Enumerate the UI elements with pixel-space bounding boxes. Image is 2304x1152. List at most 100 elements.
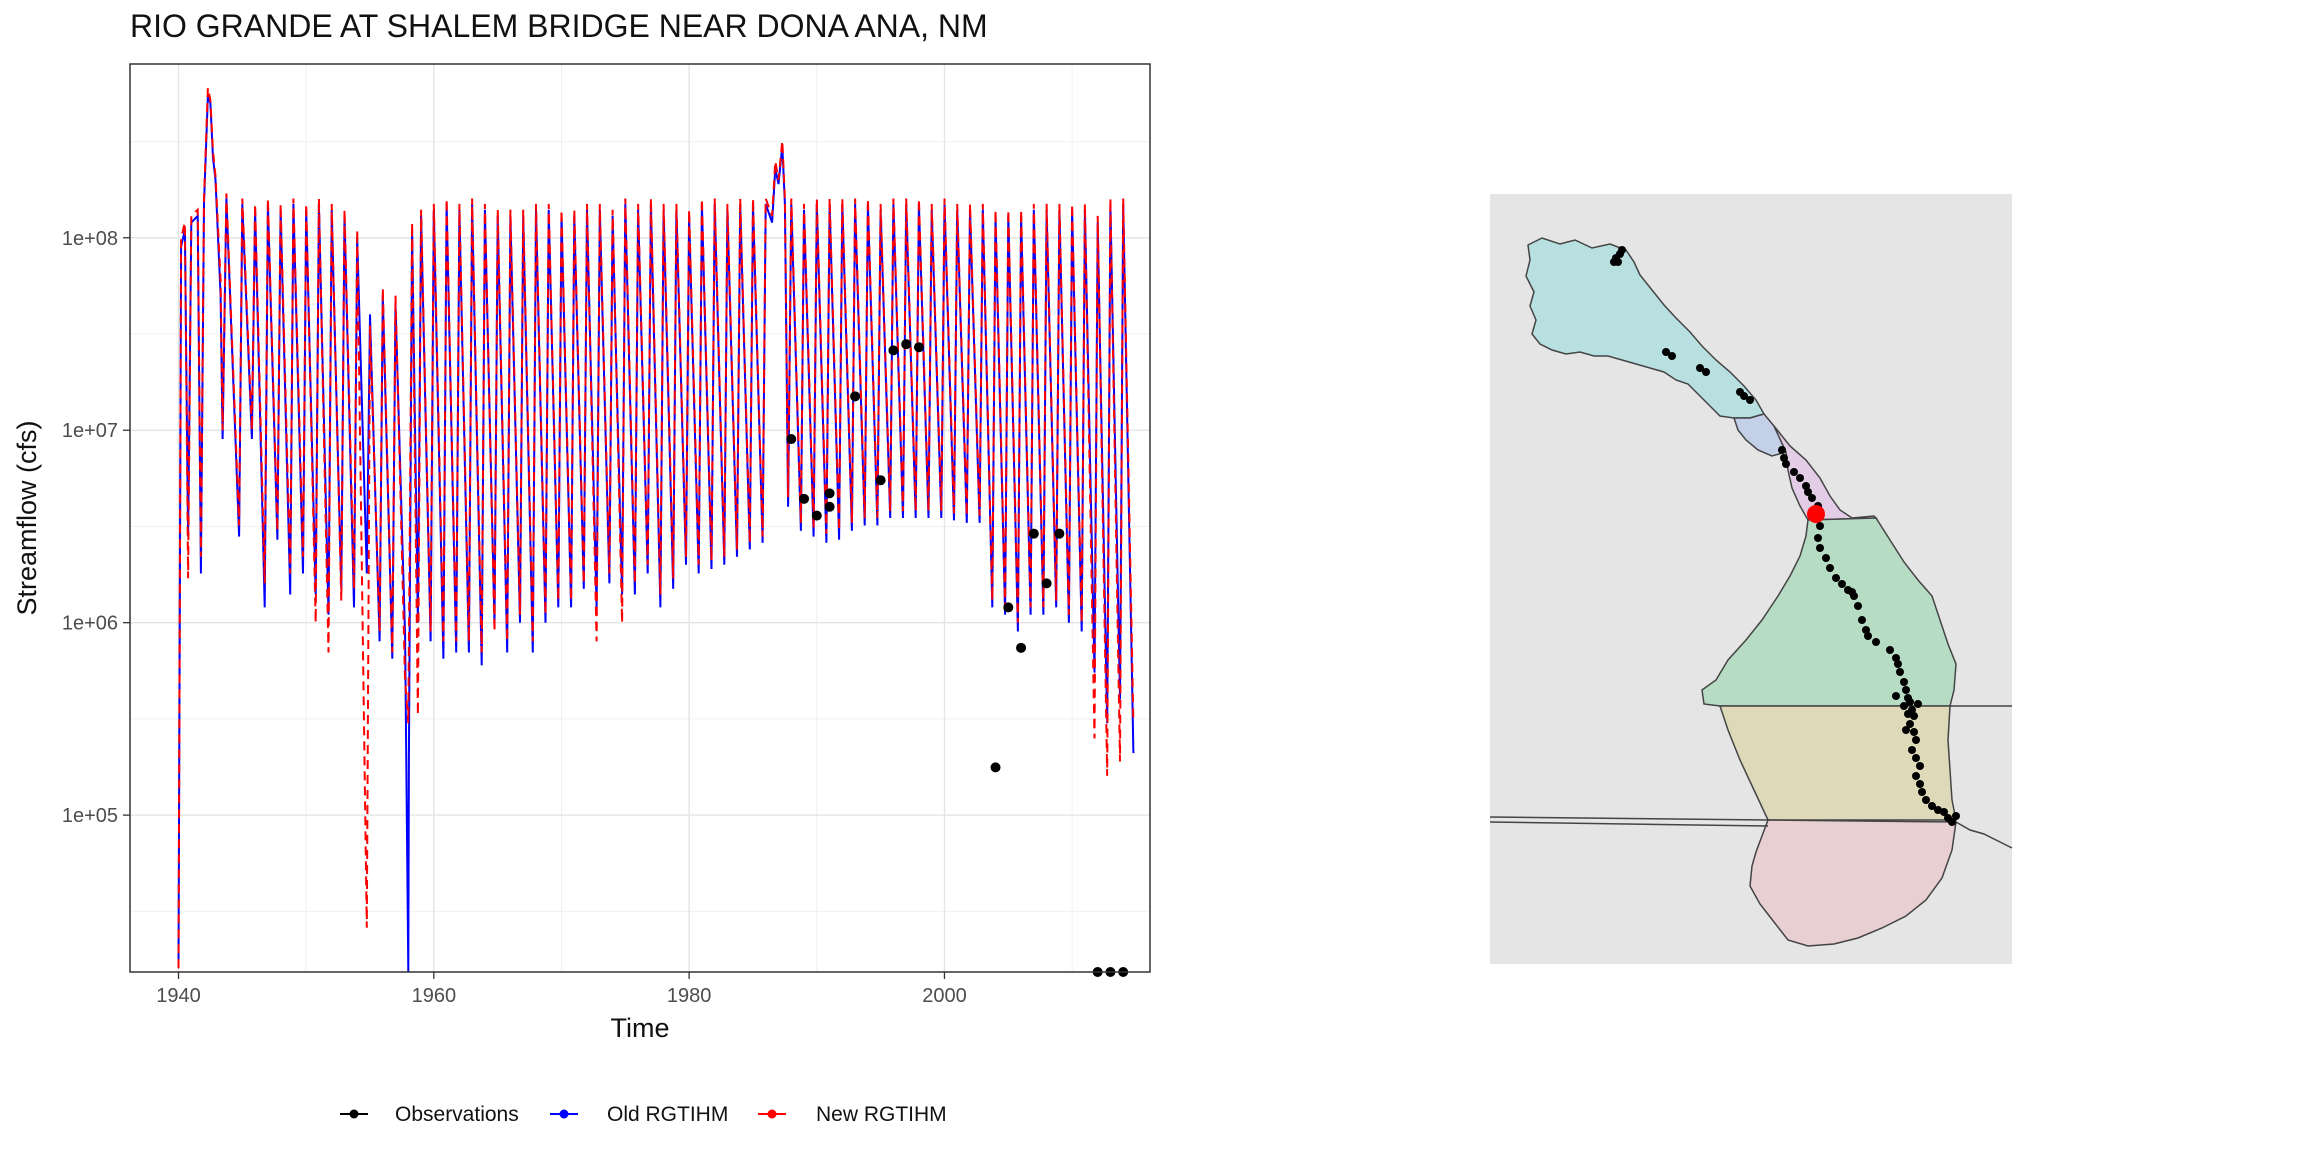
legend-item-new-rgtihm: New RGTIHM <box>758 1103 947 1126</box>
map-site-point <box>1832 574 1840 582</box>
observation-point <box>875 475 886 486</box>
map-site-point <box>1662 348 1670 356</box>
map-site-point <box>1668 352 1676 360</box>
map-site-point <box>1790 468 1798 476</box>
map-site-point <box>1814 534 1822 542</box>
map-site-point <box>1782 460 1790 468</box>
map-site-point <box>1916 780 1924 788</box>
map-site-point <box>1850 592 1858 600</box>
x-axis: 1940 1960 1980 2000 <box>156 972 967 1007</box>
map-site-point <box>1746 396 1754 404</box>
y-tick-label: 1e+06 <box>62 613 118 635</box>
map-site-point <box>1902 686 1910 694</box>
x-tick-label: 1940 <box>156 985 201 1007</box>
map-site-point <box>1918 788 1926 796</box>
pink-region <box>1749 819 1957 947</box>
y-axis-title: Streamflow (cfs) <box>12 420 42 615</box>
observation-point <box>850 391 861 402</box>
map-site-point <box>1912 772 1920 780</box>
map-site-point <box>1778 446 1786 454</box>
y-tick-label: 1e+07 <box>62 420 118 442</box>
map-site-point <box>1892 692 1900 700</box>
map-site-point <box>1900 678 1908 686</box>
selected-gage-site <box>1807 505 1825 523</box>
series-line-new-rgtihm <box>177 87 1135 969</box>
chart-title: RIO GRANDE AT SHALEM BRIDGE NEAR DONA AN… <box>130 8 988 44</box>
observation-point <box>811 510 822 521</box>
purple-region <box>1773 425 1878 521</box>
map-site-point <box>1854 602 1862 610</box>
observation-point <box>824 488 835 499</box>
map-site-point <box>1864 632 1872 640</box>
observation-point <box>901 339 912 350</box>
map-site-point <box>1900 702 1908 710</box>
x-tick-label: 1960 <box>412 985 457 1007</box>
map-site-point <box>1912 736 1920 744</box>
map-site-point <box>1618 246 1626 254</box>
map-site-point <box>1904 710 1912 718</box>
observation-point <box>786 434 797 445</box>
map-site-point <box>1914 700 1922 708</box>
map-site-point <box>1908 746 1916 754</box>
y-tick-label: 1e+08 <box>62 228 118 250</box>
border-line <box>1489 816 2013 849</box>
map-site-point <box>1912 754 1920 762</box>
map-site-point <box>1816 522 1824 530</box>
map-site-point <box>1826 564 1834 572</box>
x-tick-label: 2000 <box>922 985 967 1007</box>
legend-item-observations: Observations <box>340 1103 519 1126</box>
map-site-point <box>1906 698 1914 706</box>
legend-key-observations-point <box>349 1109 359 1119</box>
plot-border <box>129 63 1151 973</box>
map-site-point <box>1838 580 1846 588</box>
observation-point <box>913 342 924 353</box>
observation-point <box>824 501 835 512</box>
map-site-point <box>1858 616 1866 624</box>
y-tick-label: 1e+05 <box>62 805 118 827</box>
legend-label-new-rgtihm: New RGTIHM <box>816 1103 947 1126</box>
map-site-point <box>1822 554 1830 562</box>
map-site-point <box>1886 646 1894 654</box>
legend-label-observations: Observations <box>395 1103 519 1126</box>
observation-point <box>1054 528 1065 539</box>
map-site-point <box>1610 258 1618 266</box>
observation-point <box>888 345 899 356</box>
observation-point <box>1041 578 1052 589</box>
map-site-point <box>1816 544 1824 552</box>
legend-label-old-rgtihm: Old RGTIHM <box>607 1103 728 1126</box>
observation-point <box>1003 602 1014 613</box>
map-site-point <box>1702 368 1710 376</box>
legend-item-old-rgtihm: Old RGTIHM <box>550 1103 728 1126</box>
map-site-point <box>1910 728 1918 736</box>
map-site-point <box>1696 364 1704 372</box>
observation-point <box>799 493 810 504</box>
map-site-point <box>1894 660 1902 668</box>
map-site-point <box>1796 474 1804 482</box>
observation-point <box>1016 642 1027 653</box>
observation-point <box>990 762 1001 773</box>
y-axis: 1e+05 1e+06 1e+07 1e+08 <box>62 228 130 827</box>
map-site-point <box>1952 812 1960 820</box>
map-site-point <box>1804 488 1812 496</box>
map-site-point <box>1916 762 1924 770</box>
map-site-point <box>1902 726 1910 734</box>
x-axis-title: Time <box>611 1013 670 1043</box>
map-site-point <box>1928 802 1936 810</box>
legend-key-new-point <box>767 1109 777 1119</box>
map-site-point <box>1948 818 1956 826</box>
map-site-point <box>1896 668 1904 676</box>
legend: Observations Old RGTIHM New RGTIHM <box>340 1103 947 1126</box>
map-site-point <box>1872 638 1880 646</box>
observation-point <box>1028 528 1039 539</box>
map-site-point <box>1740 392 1748 400</box>
x-tick-label: 1980 <box>667 985 712 1007</box>
map-site-point <box>1922 796 1930 804</box>
map-site-point <box>1940 808 1948 816</box>
series-layer <box>177 87 1135 977</box>
legend-key-old-point <box>559 1109 569 1119</box>
plot-panel <box>129 63 1151 977</box>
location-map <box>1489 194 2013 964</box>
map-site-point <box>1906 720 1914 728</box>
map-site-point <box>1808 494 1816 502</box>
